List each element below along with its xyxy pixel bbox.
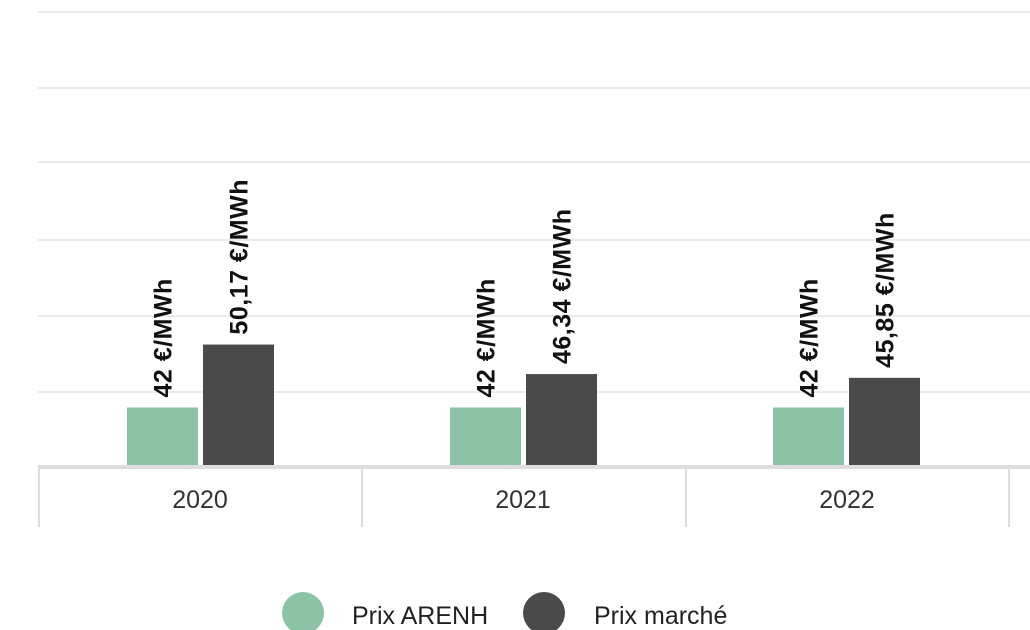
legend-swatch <box>282 592 324 630</box>
legend-item-arenh[interactable]: Prix ARENH <box>282 592 488 630</box>
data-label: 42 €/MWh <box>796 278 824 397</box>
bar-arenh-2022 <box>773 407 844 466</box>
x-axis: 2020 2021 2022 <box>38 465 1030 527</box>
data-label: 42 €/MWh <box>150 278 178 397</box>
legend-label: Prix ARENH <box>352 602 488 630</box>
bar-arenh-2020 <box>127 407 198 466</box>
data-label: 50,17 €/MWh <box>226 179 254 335</box>
data-label: 42 €/MWh <box>473 278 501 397</box>
x-tick-label: 2022 <box>819 486 875 514</box>
legend: Prix ARENH Prix marché <box>282 592 727 630</box>
bar-marche-2020 <box>203 344 274 466</box>
data-label: 46,34 €/MWh <box>549 208 577 364</box>
legend-label: Prix marché <box>594 602 727 630</box>
legend-swatch <box>523 592 565 630</box>
x-tick-label: 2020 <box>172 486 228 514</box>
x-tick-label: 2021 <box>495 486 551 514</box>
legend-item-marche[interactable]: Prix marché <box>523 592 727 630</box>
bar-arenh-2021 <box>450 407 521 466</box>
data-label: 45,85 €/MWh <box>872 212 900 368</box>
bar-marche-2021 <box>526 374 597 466</box>
bars: 42 €/MWh 50,17 €/MWh 42 €/MWh 46,34 €/MWh 42… <box>127 179 920 466</box>
bar-marche-2022 <box>849 377 920 466</box>
